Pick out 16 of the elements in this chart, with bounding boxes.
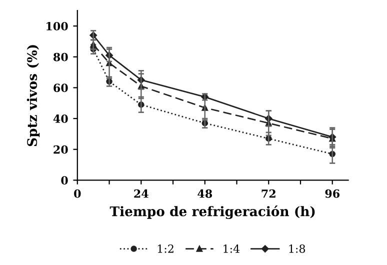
legend-label: 1:8	[289, 244, 306, 253]
y-tick-label: 80	[53, 52, 68, 62]
y-axis-title: Sptz vivos (%)	[26, 45, 40, 146]
x-axis-title: Tiempo de refrigeración (h)	[110, 206, 315, 220]
x-tick-label: 96	[325, 189, 340, 198]
legend-label: 1:4	[224, 244, 240, 253]
x-tick-label: 48	[198, 189, 212, 198]
legend-label: 1:2	[158, 244, 174, 253]
x-tick-label: 0	[74, 189, 81, 198]
y-tick-label: 60	[54, 84, 68, 92]
y-tick-label: 20	[54, 145, 68, 154]
y-tick-label: 100	[46, 22, 68, 30]
y-tick-label: 40	[53, 114, 68, 123]
x-tick-label: 24	[134, 189, 148, 198]
x-tick-label: 72	[262, 189, 276, 198]
y-tick-label: 0	[61, 176, 68, 185]
